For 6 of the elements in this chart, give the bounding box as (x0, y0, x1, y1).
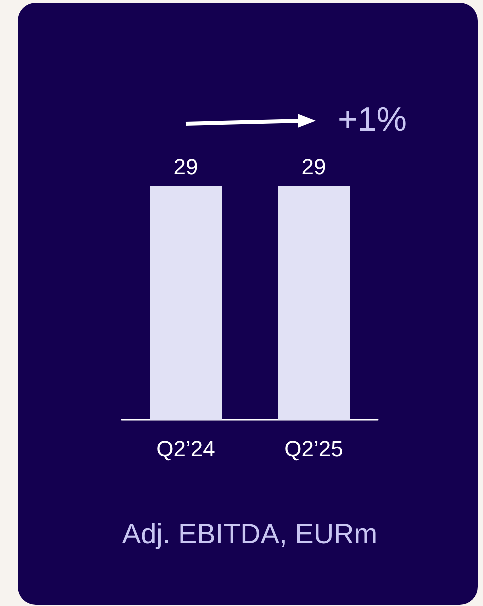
x-tick-label: Q2’25 (284, 436, 344, 462)
data-label: 29 (302, 154, 326, 180)
data-label: 29 (174, 154, 198, 180)
x-tick-label: Q2’24 (156, 436, 216, 462)
text: +1% (338, 101, 407, 139)
x-axis-title: Adj. EBITDA, EURm (122, 518, 378, 550)
